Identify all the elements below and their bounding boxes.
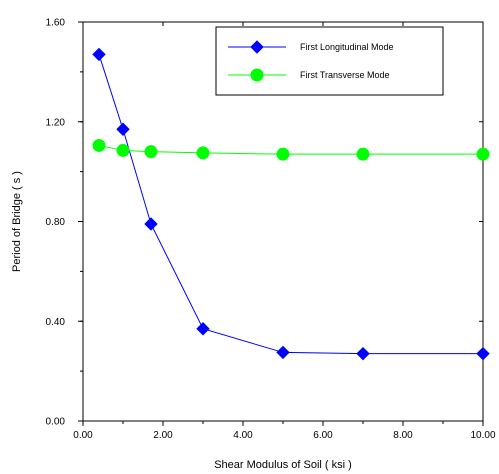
series-line [98,54,483,355]
data-point [196,322,210,336]
data-point [116,143,130,157]
x-axis-title: Shear Modulus of Soil ( ksi ) [214,459,352,471]
legend: First Longitudinal Mode First Transverse … [215,26,444,96]
data-point [356,147,370,161]
data-point [276,147,290,161]
x-tick-label: 10.00 [470,430,495,441]
data-point [92,138,106,152]
y-axis-title: Period of Bridge ( s ) [11,171,23,272]
data-point [196,146,210,160]
data-point [476,147,490,161]
y-tick-label: 1.20 [46,117,66,128]
y-tick-label: 0.00 [46,417,66,428]
data-point [92,47,106,62]
series-1 [92,47,490,361]
data-point [144,217,158,231]
legend-marker [250,68,264,82]
y-tick-label: 1.60 [46,18,66,29]
legend-label: First Longitudinal Mode [300,42,394,52]
legend-box [215,26,444,96]
x-tick-label: 6.00 [313,430,333,441]
data-point [476,346,490,361]
x-tick-label: 0.00 [73,430,93,441]
data-point [144,145,158,159]
legend-marker [250,40,264,54]
x-tick-label: 8.00 [393,430,413,441]
legend-label: First Transverse Mode [300,70,390,80]
x-tick-label: 4.00 [233,430,253,441]
data-point [276,345,290,360]
y-tick-label: 0.40 [46,317,66,328]
y-tick-label: 0.80 [46,217,66,228]
data-point [356,346,370,361]
plot-area [92,47,490,361]
series-2 [92,138,490,161]
data-point [116,122,130,136]
axes: 0.00 2.00 4.00 6.00 8.00 10.00 0.00 0.40 0.80 1.2… [46,18,496,442]
x-tick-label: 2.00 [153,430,173,441]
